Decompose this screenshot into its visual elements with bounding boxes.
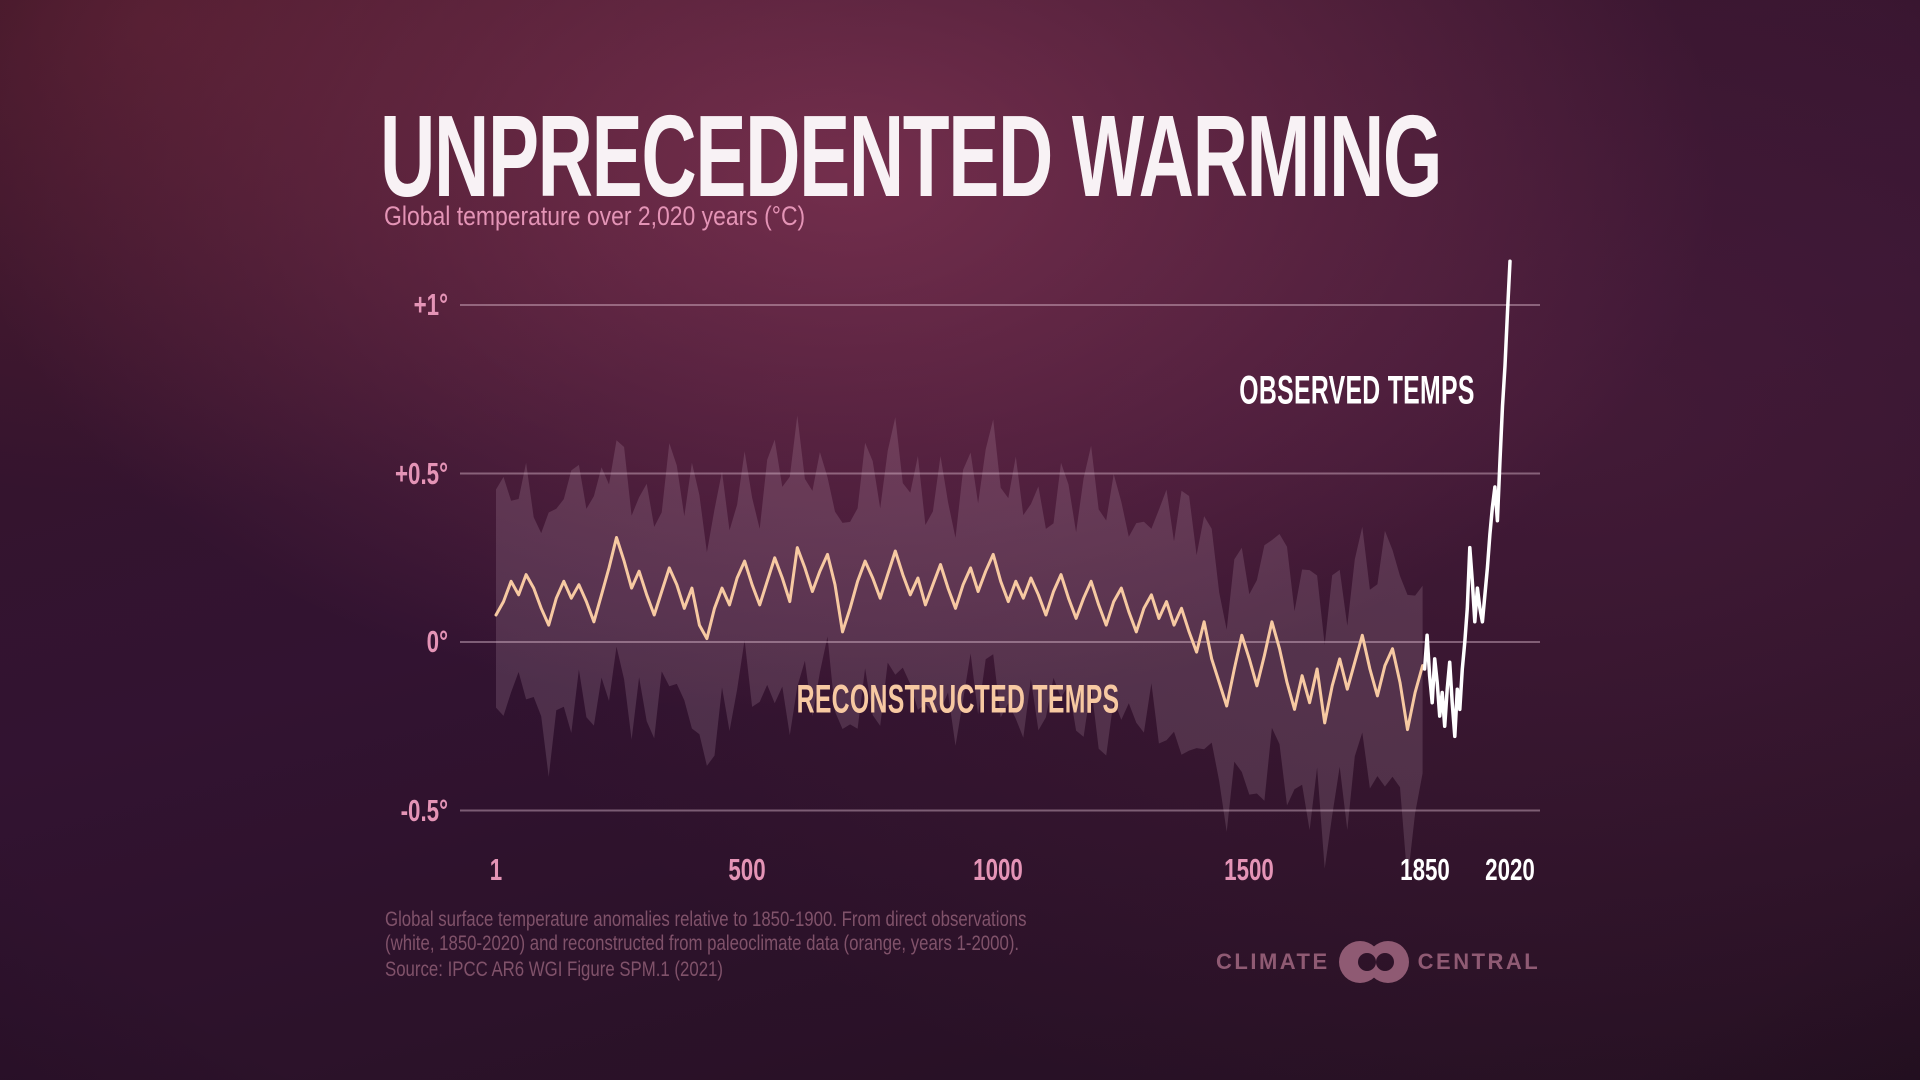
y-axis-tick--0.5°: -0.5° <box>400 793 448 828</box>
interlocking-rings-icon <box>1336 940 1411 984</box>
x-axis-tick-500: 500 <box>728 852 766 887</box>
y-axis-tick-+0.5°: +0.5° <box>395 456 448 491</box>
x-axis-tick-1000: 1000 <box>973 852 1023 887</box>
series-label-reconstructed-temps: RECONSTRUCTED TEMPS <box>796 677 1120 722</box>
source-note-line: Global surface temperature anomalies rel… <box>385 908 1027 931</box>
x-axis-tick-1850: 1850 <box>1400 852 1450 887</box>
x-axis-tick-1: 1 <box>489 852 503 887</box>
source-note: Global surface temperature anomalies rel… <box>385 908 1187 982</box>
series-label-observed-temps: OBSERVED TEMPS <box>1239 368 1475 413</box>
source-note-line: (white, 1850-2020) and reconstructed fro… <box>385 932 1020 955</box>
y-axis-tick-0°: 0° <box>426 624 448 659</box>
page-subtitle: Global temperature over 2,020 years (°C) <box>384 201 806 231</box>
observed-temps-line <box>1422 259 1512 739</box>
x-axis-tick-1500: 1500 <box>1224 852 1274 887</box>
source-note-line: Source: IPCC AR6 WGI Figure SPM.1 (2021) <box>385 958 723 981</box>
x-axis-tick-2020: 2020 <box>1485 852 1535 887</box>
y-axis-tick-+1°: +1° <box>413 287 448 322</box>
logo-word-climate: CLIMATE <box>1216 949 1330 974</box>
reconstructed-temps-line <box>494 536 1425 732</box>
page-title: UNPRECEDENTED WARMING <box>380 91 1442 221</box>
climate-central-logo: CLIMATE CENTRAL <box>1216 940 1540 984</box>
uncertainty-band <box>496 415 1423 881</box>
logo-word-central: CENTRAL <box>1417 949 1541 974</box>
